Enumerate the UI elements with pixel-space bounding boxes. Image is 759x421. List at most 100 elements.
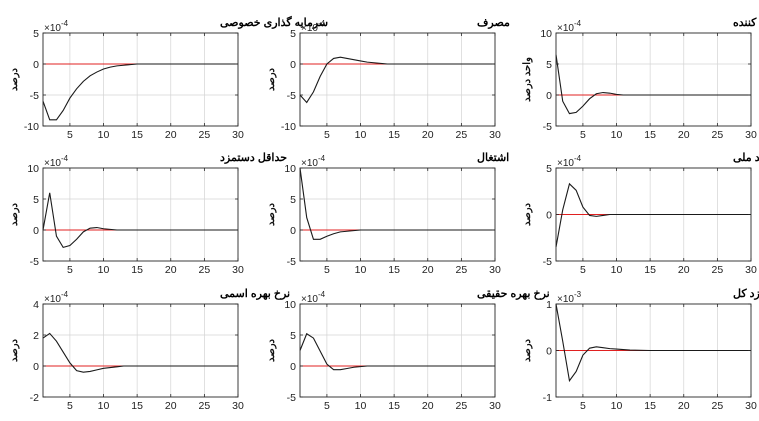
x-tick-label: 10 [355,264,367,276]
x-tick-label: 25 [199,129,211,141]
exponent-power: -4 [61,290,69,299]
x-tick-label: 10 [98,129,110,141]
plot-area [556,33,751,126]
y-tick-label: 10 [284,163,296,175]
x-tick-label: 30 [489,129,501,141]
subplot-6: 51015202530-505×10-4تولید ملیدرصد [522,152,759,276]
x-tick-label: 20 [165,129,177,141]
plot-area [300,168,495,261]
subplot-title: اشتغال [477,152,509,164]
y-axis-label: درصد [9,338,20,362]
y-axis-label: درصد [266,338,277,362]
y-tick-label: 4 [33,299,39,311]
x-tick-label: 30 [745,129,757,141]
y-axis-label: درصد [522,338,533,362]
y-tick-label: -2 [30,392,39,404]
x-tick-label: 15 [131,129,143,141]
x-tick-label: 15 [644,129,656,141]
x-tick-label: 5 [67,264,73,276]
y-axis-label: درصد [266,202,277,226]
y-tick-label: 5 [33,194,39,206]
subplot-title: نرخ بهره اسمی [220,288,290,300]
subplot-title: رشد دستمزد کل [733,288,759,300]
y-tick-label: 0 [290,225,296,237]
exponent-base: ×10 [557,294,574,305]
x-tick-label: 20 [678,264,690,276]
x-tick-label: 30 [745,264,757,276]
x-tick-label: 15 [131,400,143,412]
y-exponent-label: ×10-4 [557,154,582,169]
plot-area [300,304,495,397]
y-tick-label: 0 [546,210,552,222]
subplot-5: 5 10 15 20 25 30 -5 0 5 10 ×10-4 اشتغال درصد [266,152,509,276]
x-tick-label: 5 [67,400,73,412]
x-tick-label: 20 [422,129,434,141]
y-tick-label: -1 [543,392,552,404]
exponent-power: -4 [574,19,582,28]
y-axis-label: درصد [9,202,20,226]
x-tick-label: 5 [580,400,586,412]
exponent-power: -4 [574,154,582,163]
y-tick-label: 5 [290,194,296,206]
y-exponent-label: ×10-3 [557,290,582,305]
y-tick-label: 5 [546,59,552,71]
y-axis-label: درصد [266,67,277,91]
exponent-power: -3 [574,290,582,299]
x-tick-label: 5 [324,400,330,412]
x-tick-label: 10 [98,400,110,412]
y-tick-label: -5 [30,90,39,102]
subplot-title: مصرف [477,17,510,29]
subplot-4: 5 10 15 20 25 30 -5 0 5 10 ×10-4 حداقل دستمزد درصد [9,152,287,276]
x-tick-label: 25 [712,129,724,141]
x-tick-label: 30 [745,400,757,412]
y-exponent-label: ×10-4 [557,19,582,34]
x-tick-label: 25 [199,264,211,276]
x-tick-label: 30 [489,264,501,276]
subplot-title: حداقل دستمزد [220,152,287,164]
x-tick-label: 30 [232,129,244,141]
x-tick-label: 25 [456,129,468,141]
y-exponent-label: ×10-4 [44,19,69,34]
y-tick-label: -5 [543,256,552,268]
subplot-3: 51015202530-50510×10-4شاخص قیمت مصرف کنن… [522,17,759,141]
x-tick-label: 15 [644,264,656,276]
plot-area [300,33,495,126]
x-tick-label: 10 [611,129,623,141]
x-tick-label: 5 [580,129,586,141]
exponent-power: -4 [61,19,69,28]
x-tick-label: 15 [131,264,143,276]
subplot-title: نرخ بهره حقیقی [477,288,550,300]
x-tick-label: 20 [165,400,177,412]
x-tick-label: 20 [422,400,434,412]
x-tick-label: 20 [165,264,177,276]
y-tick-label: -5 [287,392,296,404]
y-tick-label: 0 [290,361,296,373]
x-tick-label: 25 [712,400,724,412]
plot-area [43,33,238,126]
x-tick-label: 15 [388,264,400,276]
x-tick-label: 20 [678,400,690,412]
y-tick-label: 5 [33,28,39,40]
exponent-base: ×10 [44,158,61,169]
exponent-base: ×10 [301,294,318,305]
y-axis-label: درصد [522,202,533,226]
y-exponent-label: ×10-4 [44,290,69,305]
y-tick-label: 10 [540,28,552,40]
exponent-power: -4 [318,154,326,163]
x-tick-label: 5 [324,264,330,276]
x-tick-label: 10 [355,400,367,412]
x-tick-label: 25 [712,264,724,276]
x-tick-label: 20 [678,129,690,141]
y-tick-label: 1 [546,299,552,311]
y-tick-label: 0 [33,59,39,71]
x-tick-label: 25 [456,400,468,412]
y-tick-label: 5 [290,28,296,40]
y-tick-label: -10 [281,121,296,133]
x-tick-label: 15 [644,400,656,412]
subplot-9: 5 10 15 20 25 30 -1 0 1 ×10-3 رشد دستمزد کل درصد [522,288,759,412]
x-tick-label: 30 [489,400,501,412]
y-tick-label: -10 [24,121,39,133]
y-tick-label: -5 [30,256,39,268]
x-tick-label: 10 [611,400,623,412]
y-tick-label: 0 [546,346,552,358]
